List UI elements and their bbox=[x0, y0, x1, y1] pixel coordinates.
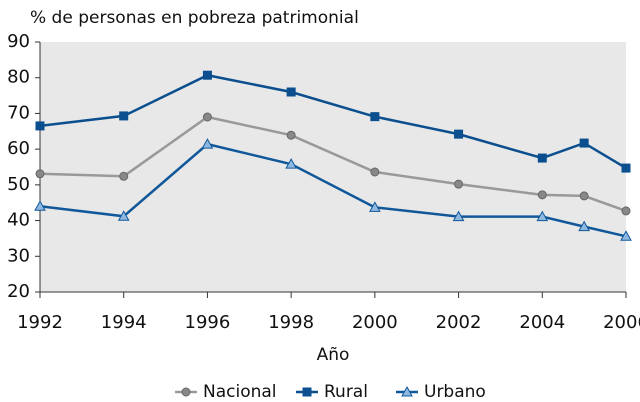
marker bbox=[201, 138, 214, 149]
marker bbox=[621, 206, 631, 216]
legend-marker bbox=[181, 387, 191, 397]
legend-label: Urbano bbox=[424, 382, 486, 402]
marker bbox=[202, 112, 212, 122]
y-tick-label: 50 bbox=[7, 174, 30, 195]
legend-label: Nacional bbox=[203, 382, 277, 402]
x-tick-label: 2002 bbox=[436, 312, 482, 333]
marker bbox=[621, 163, 631, 173]
y-tick-label: 80 bbox=[7, 67, 30, 88]
marker bbox=[370, 112, 380, 122]
chart-title: % de personas en pobreza patrimonial bbox=[30, 8, 359, 28]
marker bbox=[454, 179, 464, 189]
marker bbox=[452, 210, 465, 222]
x-tick-label: 2006 bbox=[603, 312, 640, 333]
y-tick-label: 90 bbox=[7, 31, 30, 52]
x-tick-label: 1992 bbox=[17, 312, 63, 333]
x-tick-label: 2000 bbox=[352, 312, 398, 333]
x-tick-label: 2004 bbox=[519, 312, 565, 333]
marker bbox=[202, 70, 212, 80]
marker bbox=[620, 230, 632, 241]
x-tick-label: 1998 bbox=[268, 312, 314, 333]
marker bbox=[35, 121, 45, 131]
y-tick-label: 40 bbox=[7, 210, 30, 231]
plot-area bbox=[40, 42, 626, 292]
y-tick-label: 30 bbox=[7, 245, 30, 266]
marker bbox=[579, 138, 589, 148]
marker bbox=[537, 153, 547, 163]
legend-label: Rural bbox=[324, 382, 368, 402]
marker bbox=[369, 201, 381, 212]
marker bbox=[578, 220, 590, 232]
marker bbox=[285, 158, 297, 169]
marker bbox=[119, 111, 129, 121]
marker bbox=[119, 171, 129, 181]
marker bbox=[286, 130, 296, 140]
y-tick-label: 70 bbox=[7, 102, 30, 123]
legend-marker bbox=[401, 385, 413, 397]
marker bbox=[536, 210, 549, 222]
legend-marker bbox=[302, 387, 312, 397]
x-tick-label: 1996 bbox=[185, 312, 231, 333]
marker bbox=[34, 200, 46, 211]
marker bbox=[370, 167, 380, 177]
y-tick-label: 60 bbox=[7, 138, 30, 159]
marker bbox=[579, 191, 589, 201]
marker bbox=[537, 190, 547, 200]
y-tick-label: 20 bbox=[7, 281, 30, 302]
marker bbox=[117, 210, 130, 221]
marker bbox=[286, 87, 296, 97]
x-axis-label: Año bbox=[317, 345, 350, 365]
x-tick-label: 1994 bbox=[101, 312, 147, 333]
marker bbox=[454, 129, 464, 139]
marker bbox=[35, 169, 45, 179]
